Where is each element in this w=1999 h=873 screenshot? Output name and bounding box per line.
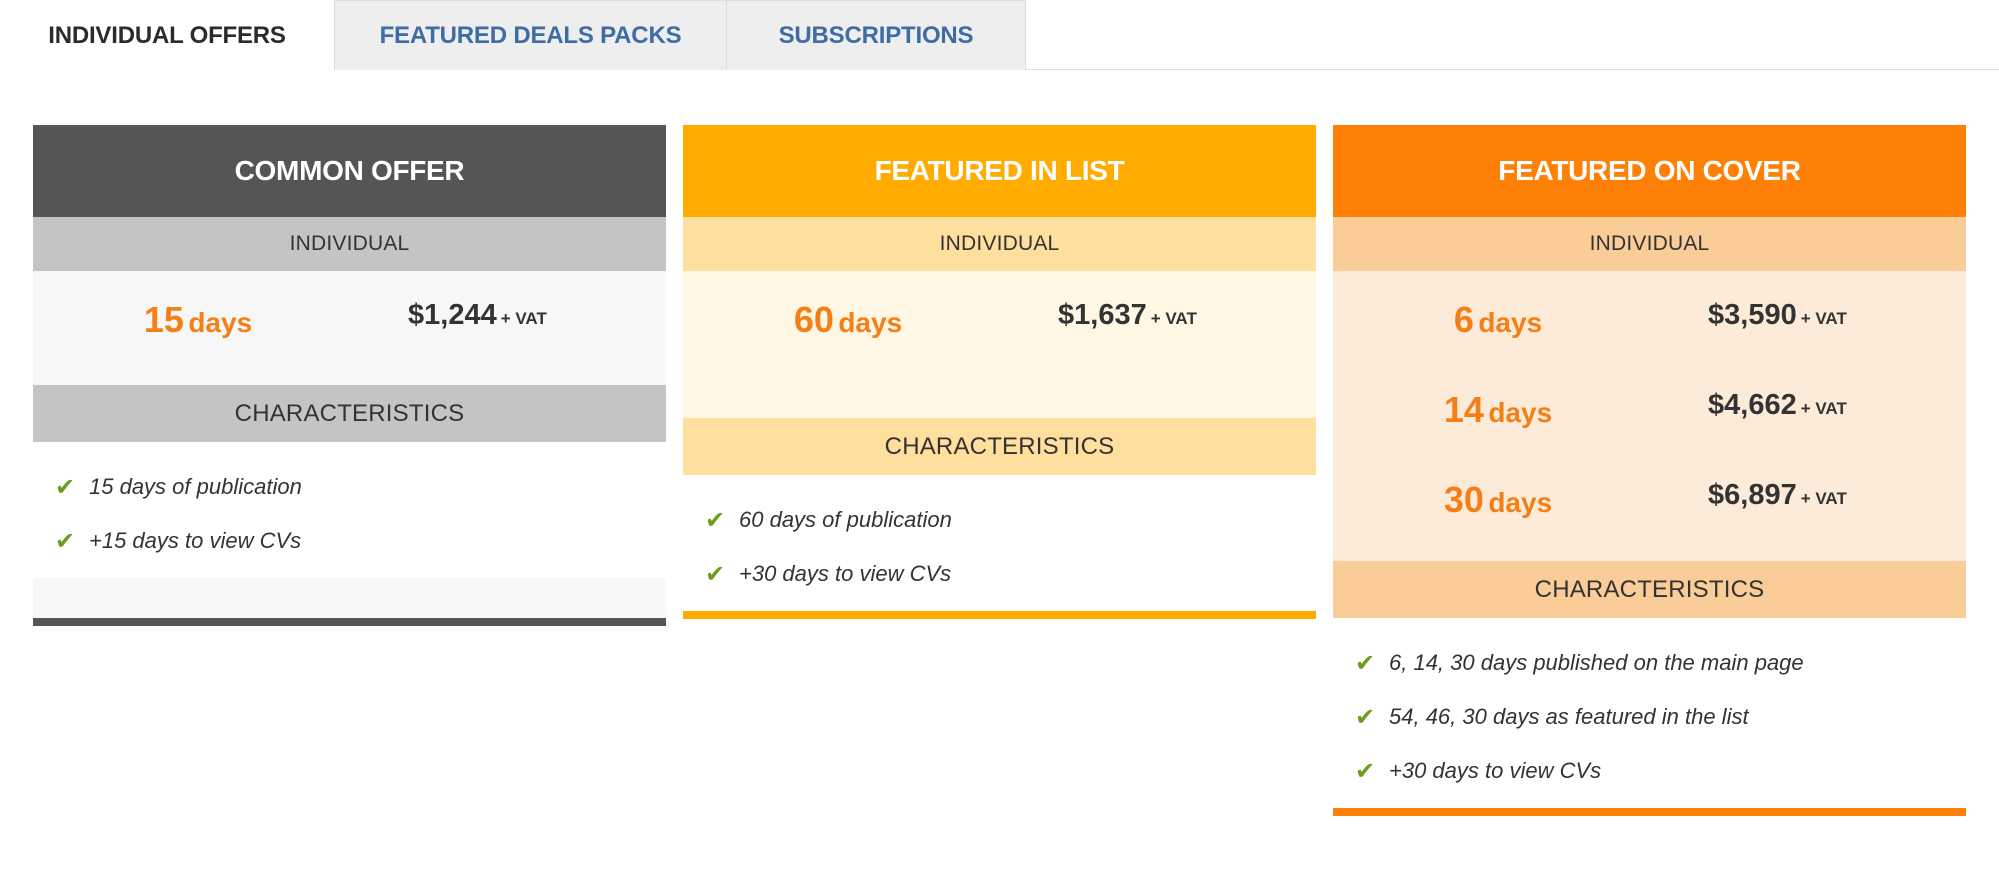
- duration: 60 days: [718, 299, 978, 341]
- duration-unit: days: [1488, 397, 1553, 428]
- price: $1,637 + VAT: [1058, 299, 1197, 332]
- card-featured-on-cover: FEATURED ON COVER INDIVIDUAL 6 days $3,5…: [1333, 125, 1966, 816]
- price-row[interactable]: 15 days $1,244 + VAT: [33, 271, 666, 361]
- vat-label: + VAT: [1800, 489, 1847, 508]
- price-row[interactable]: 60 days $1,637 + VAT: [683, 271, 1316, 361]
- duration-number: 15: [143, 299, 184, 340]
- feature-list: ✔ 6, 14, 30 days published on the main p…: [1333, 618, 1966, 808]
- duration: 6 days: [1368, 299, 1628, 341]
- check-icon: ✔: [1355, 757, 1376, 785]
- check-icon: ✔: [55, 527, 76, 555]
- duration: 15 days: [68, 299, 328, 341]
- price-row[interactable]: 14 days $4,662 + VAT: [1333, 361, 1966, 451]
- card-title: FEATURED IN LIST: [683, 125, 1316, 217]
- check-icon: ✔: [705, 506, 726, 534]
- card-title: COMMON OFFER: [33, 125, 666, 217]
- price: $4,662 + VAT: [1708, 389, 1847, 422]
- check-icon: ✔: [705, 560, 726, 588]
- duration-unit: days: [1488, 487, 1553, 518]
- card-subtitle: INDIVIDUAL: [1333, 217, 1966, 271]
- feature-text: 15 days of publication: [89, 474, 302, 499]
- price-list: 6 days $3,590 + VAT 14 days $4,662 + VAT 3…: [1333, 271, 1966, 561]
- price-row[interactable]: 6 days $3,590 + VAT: [1333, 271, 1966, 361]
- feature-text: +30 days to view CVs: [739, 561, 952, 586]
- card-bottom-bar: [33, 618, 666, 626]
- tab-featured-deals-packs[interactable]: FEATURED DEALS PACKS: [334, 0, 727, 70]
- card-subtitle: INDIVIDUAL: [683, 217, 1316, 271]
- duration: 30 days: [1368, 479, 1628, 521]
- duration-number: 6: [1453, 299, 1474, 340]
- feature-item: ✔ +30 days to view CVs: [683, 547, 1316, 601]
- offer-tabs: INDIVIDUAL OFFERS FEATURED DEALS PACKS S…: [0, 0, 1999, 71]
- card-subtitle: INDIVIDUAL: [33, 217, 666, 271]
- feature-text: 60 days of publication: [739, 507, 952, 532]
- feature-item: ✔ 15 days of publication: [33, 460, 666, 514]
- card-featured-in-list: FEATURED IN LIST INDIVIDUAL 60 days $1,6…: [683, 125, 1316, 619]
- card-bottom-bar: [683, 611, 1316, 619]
- duration-unit: days: [1478, 307, 1543, 338]
- price-amount: $1,244: [408, 299, 497, 331]
- duration-unit: days: [188, 307, 253, 338]
- characteristics-header: CHARACTERISTICS: [33, 385, 666, 442]
- card-footer-spacer: [33, 578, 666, 618]
- price-list: 15 days $1,244 + VAT: [33, 271, 666, 385]
- characteristics-header: CHARACTERISTICS: [1333, 561, 1966, 618]
- check-icon: ✔: [1355, 703, 1376, 731]
- vat-label: + VAT: [1150, 309, 1197, 328]
- price: $1,244 + VAT: [408, 299, 547, 332]
- feature-list: ✔ 15 days of publication ✔ +15 days to v…: [33, 442, 666, 578]
- duration-number: 14: [1443, 389, 1484, 430]
- tab-subscriptions[interactable]: SUBSCRIPTIONS: [726, 0, 1026, 70]
- characteristics-header: CHARACTERISTICS: [683, 418, 1316, 475]
- price-list: 60 days $1,637 + VAT: [683, 271, 1316, 418]
- feature-item: ✔ 60 days of publication: [683, 493, 1316, 547]
- check-icon: ✔: [55, 473, 76, 501]
- vat-label: + VAT: [500, 309, 547, 328]
- duration-number: 60: [793, 299, 834, 340]
- price-row[interactable]: 30 days $6,897 + VAT: [1333, 451, 1966, 541]
- feature-text: 54, 46, 30 days as featured in the list: [1389, 704, 1749, 729]
- feature-text: +15 days to view CVs: [89, 528, 302, 553]
- price: $3,590 + VAT: [1708, 299, 1847, 332]
- feature-item: ✔ +15 days to view CVs: [33, 514, 666, 568]
- duration-unit: days: [838, 307, 903, 338]
- feature-item: ✔ 54, 46, 30 days as featured in the lis…: [1333, 690, 1966, 744]
- duration-number: 30: [1443, 479, 1484, 520]
- card-common-offer: COMMON OFFER INDIVIDUAL 15 days $1,244 + …: [33, 125, 666, 626]
- feature-text: 6, 14, 30 days published on the main pag…: [1389, 650, 1804, 675]
- feature-item: ✔ 6, 14, 30 days published on the main p…: [1333, 636, 1966, 690]
- tab-individual-offers[interactable]: INDIVIDUAL OFFERS: [0, 0, 334, 71]
- card-title: FEATURED ON COVER: [1333, 125, 1966, 217]
- vat-label: + VAT: [1800, 309, 1847, 328]
- price: $6,897 + VAT: [1708, 479, 1847, 512]
- feature-text: +30 days to view CVs: [1389, 758, 1602, 783]
- price-amount: $3,590: [1708, 299, 1797, 331]
- feature-list: ✔ 60 days of publication ✔ +30 days to v…: [683, 475, 1316, 611]
- check-icon: ✔: [1355, 649, 1376, 677]
- price-amount: $6,897: [1708, 479, 1797, 511]
- card-bottom-bar: [1333, 808, 1966, 816]
- vat-label: + VAT: [1800, 399, 1847, 418]
- feature-item: ✔ +30 days to view CVs: [1333, 744, 1966, 798]
- duration: 14 days: [1368, 389, 1628, 431]
- price-amount: $4,662: [1708, 389, 1797, 421]
- price-amount: $1,637: [1058, 299, 1147, 331]
